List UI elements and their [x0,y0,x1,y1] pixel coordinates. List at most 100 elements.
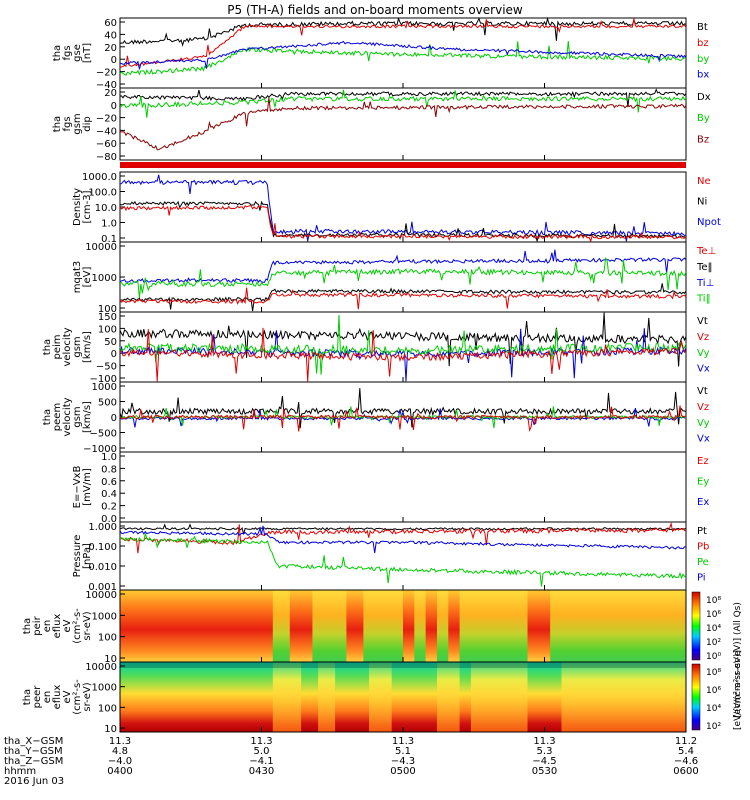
bottom-row-value: 5.4 [678,746,694,757]
bottom-row-value: −4.5 [532,756,556,767]
legend-Vy: Vy [697,348,710,359]
trace-Ne [119,204,687,243]
y-tick-label: −20 [96,68,117,79]
y-tick-label: 1000.0 [82,172,117,183]
spectrogram-band [414,590,426,662]
y-tick-label: 1000 [92,611,117,622]
y-tick-label: 0 [111,101,117,112]
panel-p4: 10000 1000 100 mqat3 [eV] Te⊥ Te‖ Ti⊥ Ti‖ [72,241,716,315]
legend-Ne: Ne [697,176,711,187]
traces [119,16,687,587]
y-tick-label: −60 [96,139,117,150]
y-tick-label: 1.0 [101,452,117,463]
y-tick-label: −100 [90,374,117,385]
y-axis-label: tha [42,339,53,355]
y-tick-label: 100.0 [88,188,117,199]
y-tick-label: 1000 [92,273,117,284]
colorbar-tick-label: 10⁴ [706,624,721,634]
trace-Te-perp [119,287,687,310]
bottom-row-value: −4.6 [674,756,698,767]
y-axis-label: tha [42,409,53,425]
trace-Vy-peim [119,314,687,375]
y-axis-label: [mV/m] [82,468,93,506]
y-tick-label: 0.1 [101,234,117,245]
trace-bz [119,18,687,69]
y-axis-label: sr-eV) [82,682,93,711]
bottom-row-value: 0530 [532,766,557,777]
y-tick-label: 1000 [92,382,117,393]
legend-Pi: Pi [697,572,706,583]
spectrogram-band [459,590,528,662]
legend-Ti‖: Ti‖ [696,294,711,305]
legend-By: By [697,113,710,124]
legend-Npot: Npot [697,217,721,228]
bottom-row-value: 4.8 [112,746,128,757]
colorbar [691,591,701,661]
date-label: 2016 Jun 03 [4,776,64,787]
y-axis-label: [km/s] [82,331,93,363]
y-axis-label: fgs [62,116,73,131]
trace-Ni [119,200,687,242]
y-axis-label: tha [52,45,63,61]
y-axis-label: E=−VxB [72,466,83,509]
y-tick-label: 0.8 [101,464,117,475]
y-tick-label: 100 [98,324,117,335]
y-axis-label: [nPa] [82,543,93,569]
y-axis-label: gsm [72,406,83,427]
trace-Npot [119,174,687,242]
y-tick-label: 0 [111,55,117,66]
y-axis-label: mqat3 [72,261,83,294]
bottom-row-label: hhmm [4,766,36,777]
y-tick-label: 0.100 [88,542,117,553]
trace-by [119,41,687,76]
y-axis-label: Density [72,188,83,226]
y-axis-label: dip [82,116,93,131]
legend-Te‖: Te‖ [696,262,713,273]
y-axis-label: peer [32,685,43,709]
y-tick-label: −500 [90,429,117,440]
trace-Vt-peem [119,388,687,429]
legend-Ey: Ey [697,477,709,488]
spectrogram-band [561,662,686,732]
legend-Pb: Pb [697,541,709,552]
y-axis-label: (cm²-s- [72,679,83,715]
bottom-row-value: −4.1 [249,756,273,767]
legend-Ez: Ez [697,456,709,467]
spectrogram-band [436,662,460,732]
y-axis-label: (cm²-s- [72,608,83,644]
colorbar-tick-label: 10⁰ [706,652,721,662]
trace-Bt [119,16,687,47]
y-axis-label: [nT] [82,43,93,63]
bottom-row-label: tha_Y−GSM [4,746,63,757]
red-flag-bar [120,162,686,168]
y-tick-label: −40 [96,80,117,91]
bottom-row-value: 5.1 [395,746,411,757]
bottom-row-value: 0430 [249,766,274,777]
y-axis-label: en [42,691,53,704]
trace-Ti-par [119,257,687,299]
y-tick-label: 10 [104,724,117,735]
bottom-row-value: 11.3 [109,736,131,747]
y-axis-label: velocity [62,327,73,366]
bottom-row-value: 11.2 [675,736,697,747]
y-axis-label: tha [22,618,33,634]
spectrogram-band [272,590,290,662]
y-tick-label: 1.000 [88,522,117,533]
legend-Pe: Pe [697,557,709,568]
trace-bx [119,40,687,70]
colorbar-tick-label: 10⁶ [706,686,721,696]
colorbar-label: [eV/(cm²-s-sr-eV)] (All Qs) [733,602,743,718]
figure-title: P5 (TH-A) fields and on-board moments ov… [227,3,523,17]
y-axis-label: [km/s] [82,401,93,433]
y-tick-label: −20 [96,114,117,125]
bottom-row-value: 11.3 [533,736,555,747]
spectrogram-band [436,590,449,662]
colorbar-label: [eV/(cm²-s-sr-eV)] [733,650,743,730]
bottom-axis: tha_X−GSM 11.3 11.3 11.3 11.3 11.2 tha_Y−GSM 4.… [4,736,699,787]
y-tick-label: −50 [96,362,117,373]
y-tick-label: 0.6 [101,477,117,488]
y-tick-label: 10000 [85,242,117,253]
y-axis-label: eV [62,619,73,632]
